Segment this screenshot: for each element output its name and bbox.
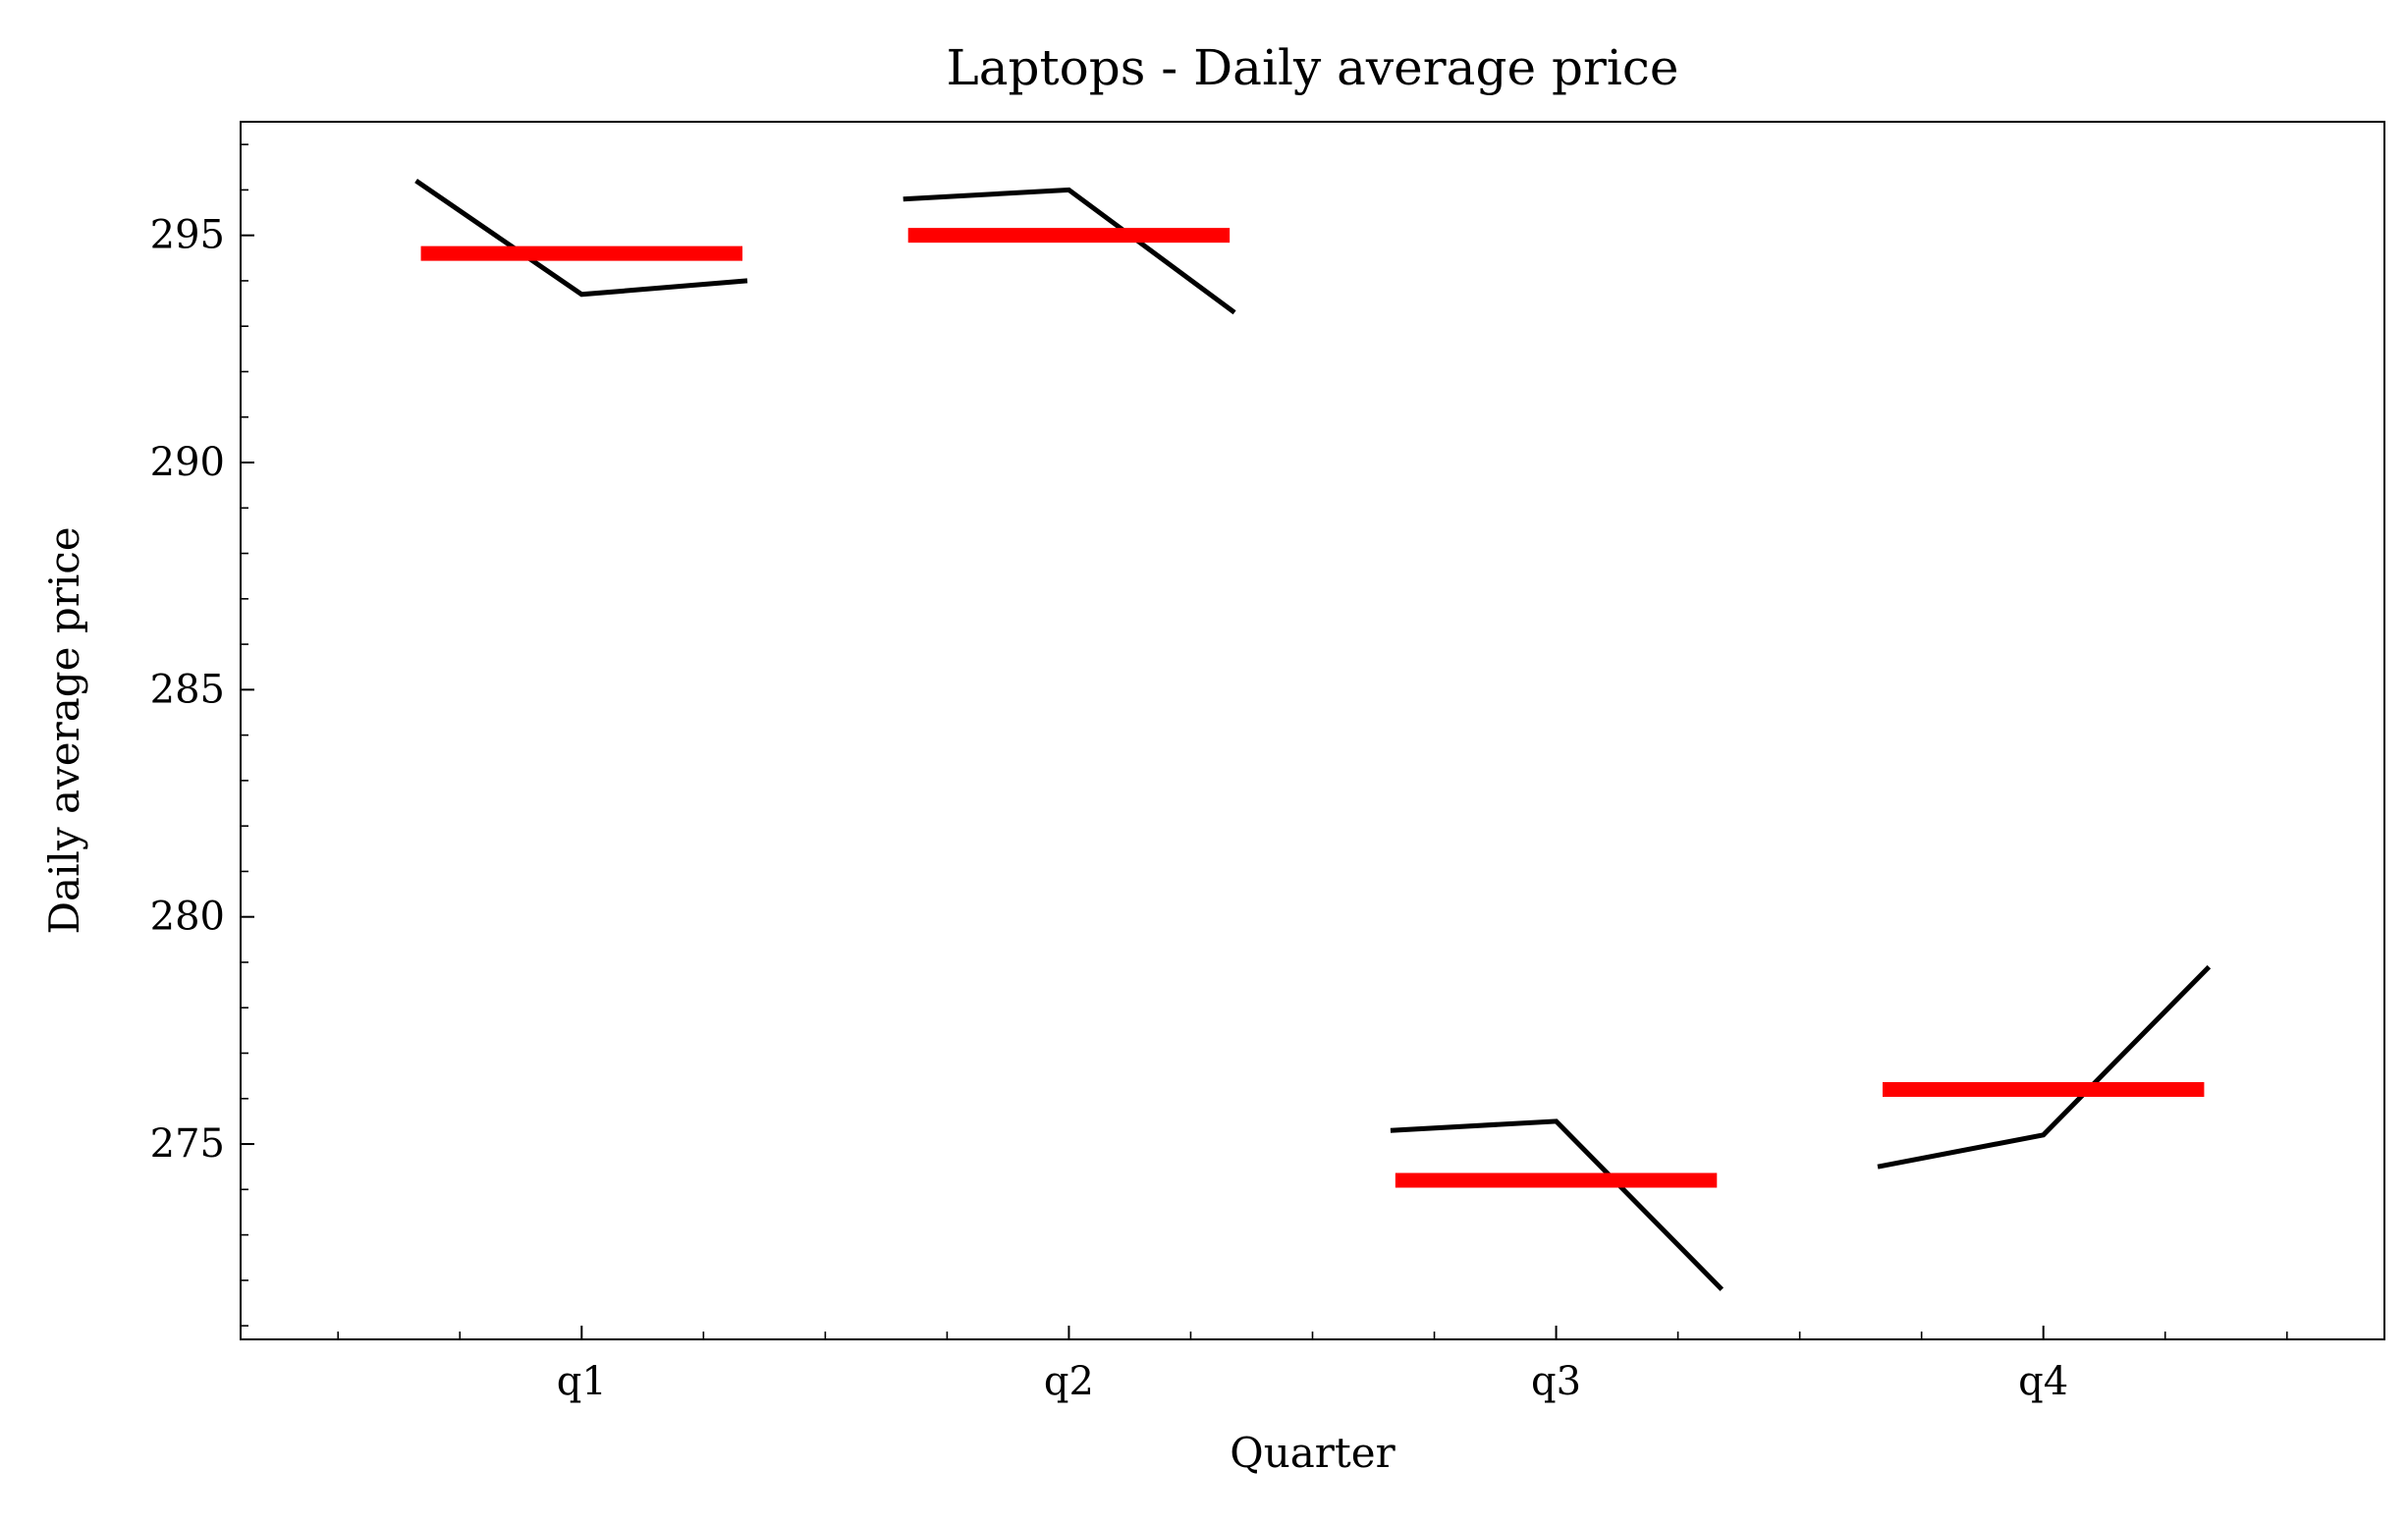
x-tick-label: q2 bbox=[1044, 1359, 1094, 1404]
y-tick-label: 280 bbox=[150, 895, 225, 940]
chart-title: Laptops - Daily average price bbox=[947, 39, 1679, 96]
y-axis-label: Daily average price bbox=[40, 526, 88, 934]
subseries-line-q1 bbox=[414, 179, 748, 298]
x-tick-label: q3 bbox=[1531, 1359, 1581, 1404]
y-tick-label: 295 bbox=[150, 213, 225, 258]
y-tick-label: 285 bbox=[150, 667, 225, 712]
y-tick-label: 290 bbox=[150, 440, 225, 485]
subseries-line-q2 bbox=[903, 187, 1236, 315]
subseries-line-q4 bbox=[1877, 964, 2212, 1170]
x-axis-label: Quarter bbox=[1230, 1429, 1396, 1477]
y-tick-label: 275 bbox=[150, 1121, 225, 1167]
subseries-line-q3 bbox=[1390, 1118, 1724, 1291]
plot-frame bbox=[240, 121, 2385, 1340]
x-tick-label: q1 bbox=[557, 1359, 607, 1404]
x-tick-label: q4 bbox=[2018, 1359, 2068, 1404]
